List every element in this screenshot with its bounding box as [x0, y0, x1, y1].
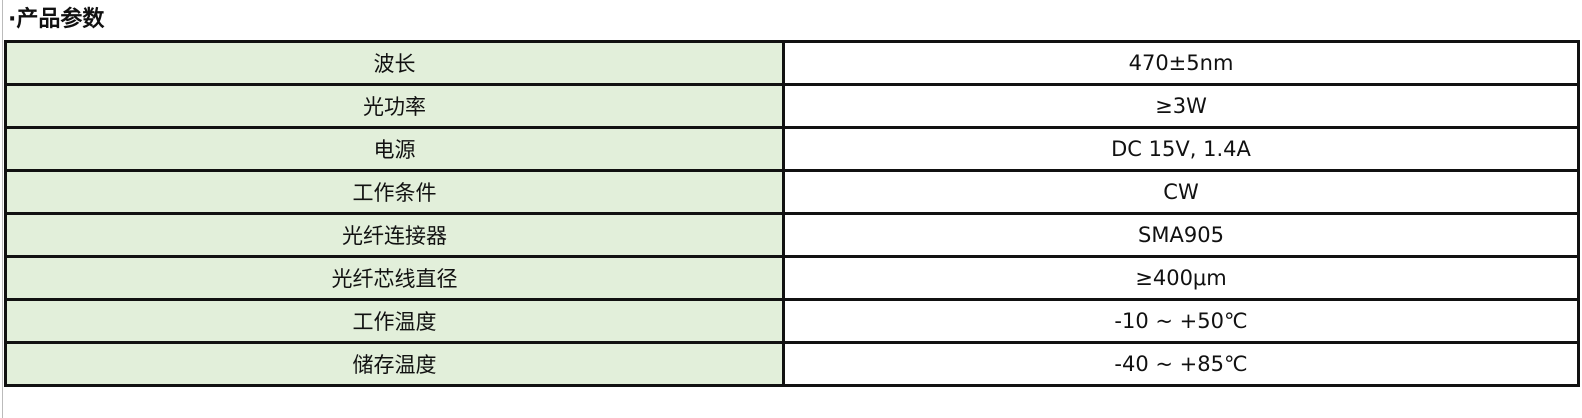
table-row: 光纤芯线直径 ≥400μm: [4, 255, 1580, 301]
parameter-label: 工作温度: [4, 298, 785, 344]
parameter-value: SMA905: [782, 212, 1580, 258]
parameter-label: 工作条件: [4, 169, 785, 215]
table-row: 波长 470±5nm: [4, 40, 1580, 86]
parameter-label: 光纤芯线直径: [4, 255, 785, 301]
table-row: 光功率 ≥3W: [4, 83, 1580, 129]
table-row: 工作温度 -10 ~ +50℃: [4, 298, 1580, 344]
parameter-label: 储存温度: [4, 341, 785, 387]
parameter-value: ≥400μm: [782, 255, 1580, 301]
parameter-label: 光功率: [4, 83, 785, 129]
left-edge-line: [2, 0, 3, 418]
table-row: 光纤连接器 SMA905: [4, 212, 1580, 258]
table-row: 储存温度 -40 ~ +85℃: [4, 341, 1580, 387]
table-row: 工作条件 CW: [4, 169, 1580, 215]
parameter-value: ≥3W: [782, 83, 1580, 129]
parameter-value: -40 ~ +85℃: [782, 341, 1580, 387]
table-row: 电源 DC 15V, 1.4A: [4, 126, 1580, 172]
parameter-value: CW: [782, 169, 1580, 215]
parameter-value: 470±5nm: [782, 40, 1580, 86]
section-title: ·产品参数: [8, 7, 105, 32]
product-parameters-table: 波长 470±5nm 光功率 ≥3W 电源 DC 15V, 1.4A 工作条件 CW 光纤连接器…: [4, 40, 1580, 387]
parameter-label: 光纤连接器: [4, 212, 785, 258]
parameter-value: -10 ~ +50℃: [782, 298, 1580, 344]
parameter-value: DC 15V, 1.4A: [782, 126, 1580, 172]
parameter-label: 波长: [4, 40, 785, 86]
parameter-label: 电源: [4, 126, 785, 172]
